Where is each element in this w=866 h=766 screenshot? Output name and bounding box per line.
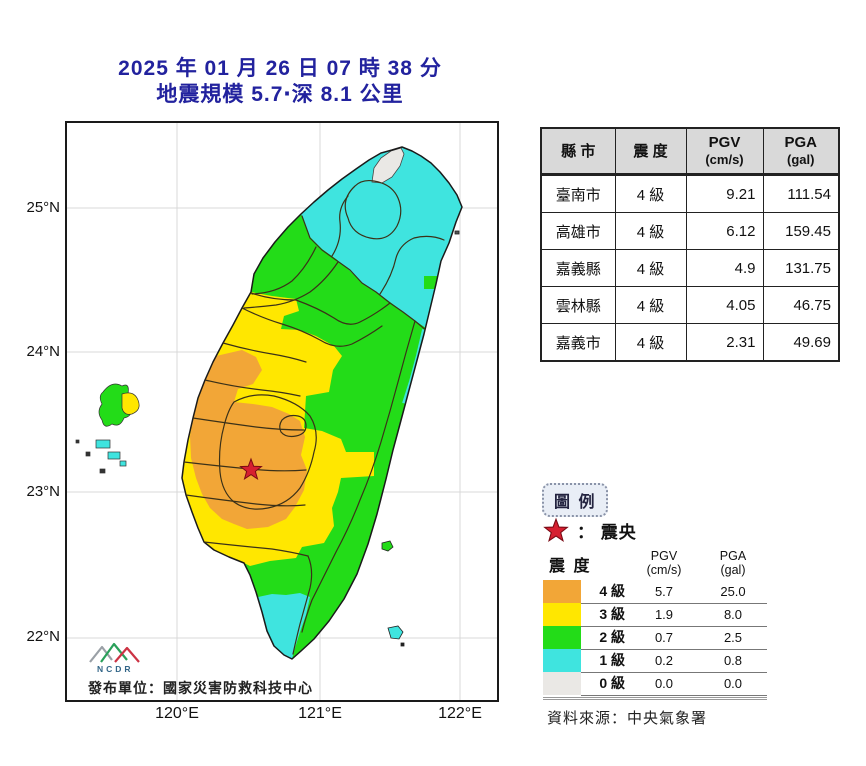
- station-row: 嘉義市 4 級 2.31 49.69: [540, 323, 840, 362]
- station-row: 嘉義縣 4 級 4.9 131.75: [540, 249, 840, 287]
- green-patch-east: [424, 276, 437, 289]
- station-row: 雲林縣 4 級 4.05 46.75: [540, 286, 840, 324]
- col-header-pga: PGA (gal): [762, 127, 840, 176]
- publisher-label: 發布單位：國家災害防救科技中心: [88, 680, 313, 696]
- station-row: 臺南市 4 級 9.21 111.54: [540, 174, 840, 213]
- scale-row-4: 4 級 5.7 25.0: [543, 580, 767, 604]
- offshore-islets: [381, 230, 460, 647]
- scale-header-pga: PGA (gal): [719, 549, 747, 577]
- title-datetime: 2025 年 01 月 26 日 07 時 38 分: [118, 57, 442, 80]
- station-row: 高雄市 4 級 6.12 159.45: [540, 212, 840, 250]
- intensity-map-frame: NCDR 發布單位：國家災害防救科技中心: [65, 121, 499, 702]
- scale-header-pgv: PGV (cm/s): [646, 549, 682, 577]
- color-swatch-level1: [543, 649, 581, 672]
- intensity-scale-header: 震 度 PGV (cm/s) PGA (gal): [543, 549, 767, 580]
- intensity-region-1-south: [258, 593, 310, 659]
- epicenter-legend-star-icon: [543, 517, 569, 542]
- y-tick-24n: 24°N: [26, 343, 60, 360]
- col-header-intensity: 震 度: [614, 127, 687, 176]
- y-tick-22n: 22°N: [26, 628, 60, 645]
- col-header-pgv: PGV (cm/s): [685, 127, 764, 176]
- color-swatch-level2: [543, 626, 581, 649]
- taiwan-intensity-map: NCDR: [67, 123, 497, 700]
- x-tick-122e: 122°E: [438, 705, 482, 722]
- intensity-region-4: [190, 350, 307, 529]
- color-swatch-level3: [543, 603, 581, 626]
- title-magnitude-depth: 地震規模 5.7‧深 8.1 公里: [156, 83, 404, 106]
- scale-row-3: 3 級 1.9 8.0: [543, 603, 767, 627]
- report-title: 2025 年 01 月 26 日 07 時 38 分 地震規模 5.7‧深 8.…: [60, 56, 500, 108]
- color-swatch-level0: [543, 672, 581, 695]
- ncdr-logo-icon: [89, 642, 140, 663]
- legend-title-badge: 圖 例: [542, 483, 609, 517]
- station-intensity-table: 縣 市 震 度 PGV (cm/s) PGA (gal) 臺南市 4 級 9.2…: [540, 127, 840, 362]
- penghu-islands: [75, 383, 140, 474]
- epicenter-star-icon: [239, 457, 263, 481]
- y-tick-25n: 25°N: [26, 199, 60, 216]
- ncdr-logo-text: NCDR: [97, 664, 134, 674]
- x-tick-120e: 120°E: [155, 705, 199, 722]
- scale-row-0: 0 級 0.0 0.0: [543, 672, 767, 696]
- data-source-label: 資料來源：中央氣象署: [547, 710, 708, 727]
- intensity-region-1-north: [301, 147, 462, 328]
- taiwan-coastline: [181, 146, 463, 660]
- epicenter-legend-label: ： 震央: [577, 522, 637, 542]
- scale-row-1: 1 級 0.2 0.8: [543, 649, 767, 673]
- x-tick-121e: 121°E: [298, 705, 342, 722]
- scale-row-2: 2 級 0.7 2.5: [543, 626, 767, 650]
- col-header-county: 縣 市: [540, 127, 616, 176]
- intensity-scale-legend: 震 度 PGV (cm/s) PGA (gal) 4 級 5.7 25.0 3 級 …: [543, 549, 767, 700]
- legend-epicenter-row: ： 震央: [543, 517, 637, 543]
- color-swatch-level4: [543, 580, 581, 603]
- y-tick-23n: 23°N: [26, 483, 60, 500]
- intensity-region-0-northtip: [371, 147, 405, 184]
